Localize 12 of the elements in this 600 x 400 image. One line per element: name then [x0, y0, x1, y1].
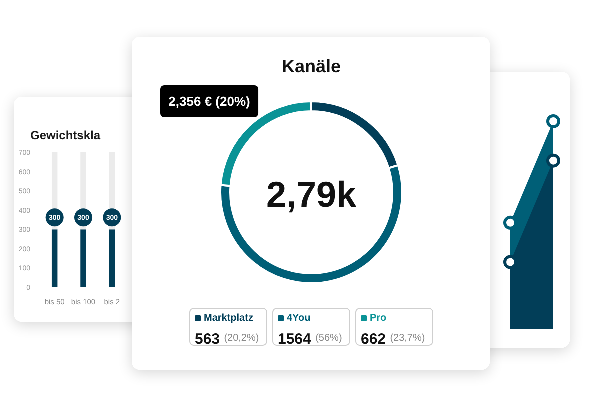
chart-title: Gewichtskla [30, 128, 101, 142]
text: 2,356 € (20%) [168, 94, 250, 109]
point [546, 114, 560, 128]
data-label: 1564 (56%) [278, 331, 342, 348]
chart-title: Kanäle [282, 56, 342, 76]
legend-label: Pro [370, 313, 387, 324]
legend-label: Marktplatz [204, 313, 254, 324]
point [546, 154, 560, 168]
data-label: 563 (20,2%) [195, 331, 260, 348]
text: 2,79k [266, 174, 358, 215]
data-label: 662 (23,7%) [361, 331, 426, 348]
legend-label: 4You [287, 313, 311, 324]
